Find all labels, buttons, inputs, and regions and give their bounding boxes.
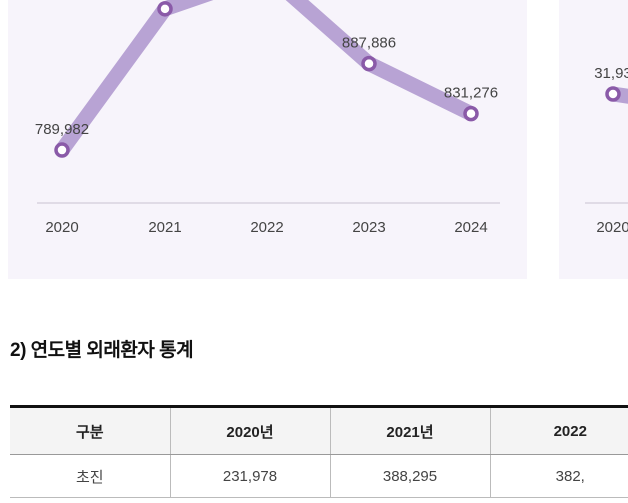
chart-right-group: 31,93 2020: [594, 65, 628, 236]
header-2020: 2020년: [170, 405, 331, 455]
left-x-tick-2023: 2023: [352, 219, 385, 236]
left-point-2021: [157, 1, 173, 17]
left-point-2023: [361, 55, 377, 72]
cell-category: 초진: [10, 454, 171, 498]
table-row: 초진 231,978 388,295 382,: [10, 454, 628, 498]
left-point-2020: [54, 142, 70, 158]
header-category: 구분: [10, 405, 171, 455]
outpatient-table: 구분 2020년 2021년 2022 초진 231,978 388,295 3…: [10, 405, 628, 498]
left-x-tick-2024: 2024: [454, 219, 487, 236]
cell-2022: 382,: [490, 454, 628, 498]
line-chart: 789,982 887,886 831,276 2020 2021 2022 2023 202…: [35, 0, 628, 236]
cell-2021: 388,295: [330, 454, 491, 498]
left-data-label-2023: 887,886: [342, 35, 396, 52]
left-data-label-2024: 831,276: [444, 85, 498, 102]
left-chart-panel: [8, 0, 527, 279]
header-2021: 2021년: [330, 405, 491, 455]
section-title: 2) 연도별 외래환자 통계: [10, 340, 194, 361]
left-series-line: [54, 0, 479, 158]
right-point-2020: [605, 86, 621, 102]
header-2022: 2022: [490, 405, 628, 455]
left-point-2024: [463, 105, 479, 122]
right-data-label-2020: 31,93: [594, 65, 628, 82]
left-x-tick-2021: 2021: [148, 219, 181, 236]
left-x-tick-2022: 2022: [250, 219, 283, 236]
right-chart-panel: [559, 0, 628, 279]
cell-2020: 231,978: [170, 454, 331, 498]
left-data-label-2020: 789,982: [35, 121, 89, 138]
right-x-tick-2020: 2020: [596, 219, 628, 236]
left-x-tick-2020: 2020: [45, 219, 78, 236]
chart-left-group: 789,982 887,886 831,276 2020 2021 2022 2023 202…: [35, 0, 498, 236]
